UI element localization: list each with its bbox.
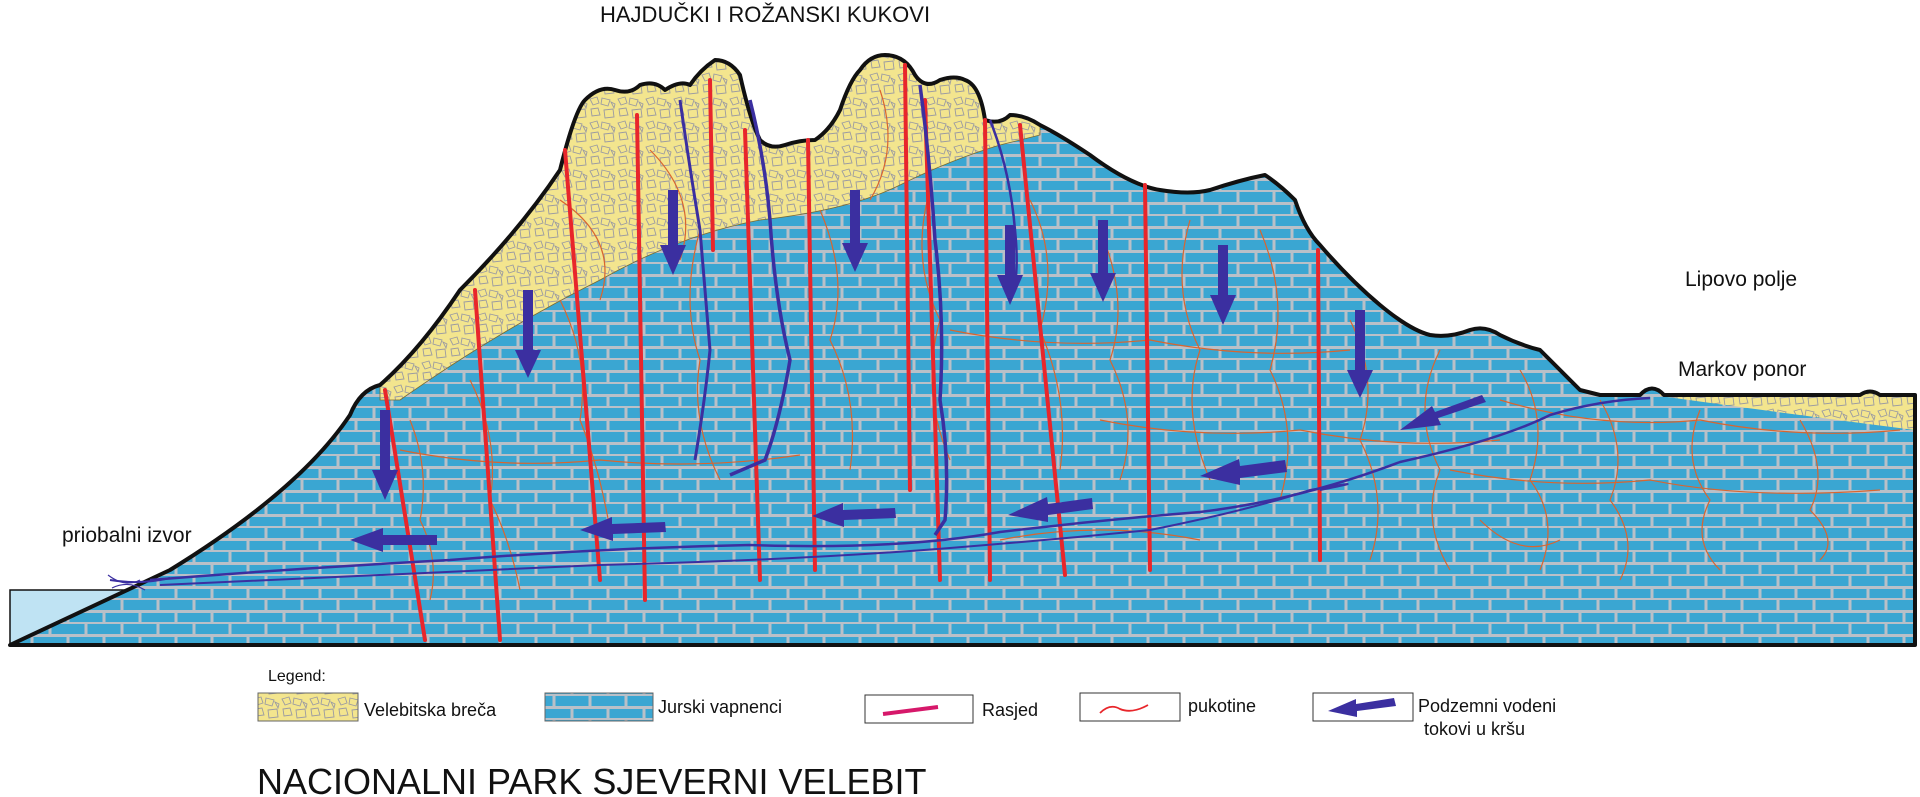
cracks	[399, 89, 1901, 601]
legend-swatch-breca	[257, 692, 359, 722]
legend-swatch-pukotine	[1079, 692, 1181, 722]
breccia-cap-right	[1660, 390, 1915, 430]
legend-rasjed-line	[882, 705, 939, 716]
flow-arrows	[350, 190, 1486, 552]
faults	[383, 63, 1322, 642]
limestone-body	[10, 55, 1915, 645]
label-markov-ponor: Markov ponor	[1678, 358, 1806, 381]
legend-label-pukotine: pukotine	[1188, 696, 1256, 716]
legend-label-tokovi-2: tokovi u kršu	[1424, 719, 1525, 739]
label-top-peaks: HAJDUČKI I ROŽANSKI KUKOVI	[600, 2, 930, 27]
legend: Legend: Velebitska breča Jurski vapnenci…	[257, 668, 1556, 739]
legend-label-rasjed: Rasjed	[982, 700, 1038, 720]
legend-label-vapnenci: Jurski vapnenci	[658, 697, 782, 717]
legend-swatch-vapnenci	[544, 692, 654, 722]
footer-title: NACIONALNI PARK SJEVERNI VELEBIT	[257, 761, 927, 797]
legend-label-tokovi-1: Podzemni vodeni	[1418, 696, 1556, 716]
legend-tokovi-arrow	[1328, 698, 1396, 717]
legend-heading: Legend:	[268, 668, 326, 685]
legend-pukotine-line	[1099, 704, 1149, 714]
legend-label-breca: Velebitska breča	[364, 700, 497, 720]
mountain-outline	[8, 53, 1917, 647]
label-lipovo-polje: Lipovo polje	[1685, 268, 1797, 291]
label-priobalni-izvor: priobalni izvor	[62, 524, 192, 547]
